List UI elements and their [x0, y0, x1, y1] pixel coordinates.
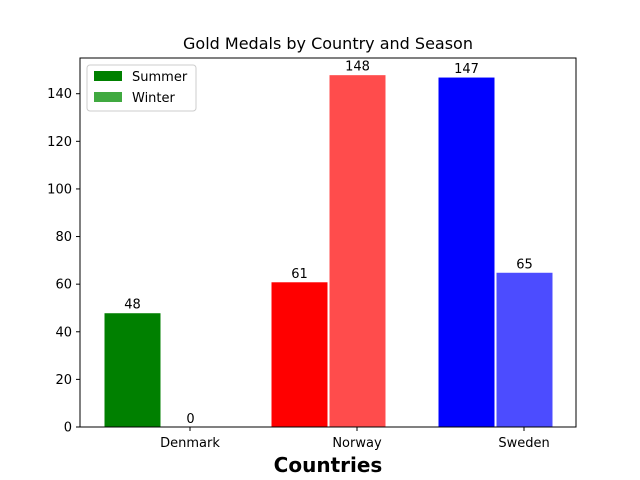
bar-winter-norway: [328, 74, 387, 428]
bar-summer-sweden: [437, 76, 496, 428]
y-tick-label-60: 60: [55, 278, 72, 293]
x-axis-title: Countries: [274, 453, 383, 477]
bar-winter-sweden: [495, 271, 554, 428]
legend-swatch-winter: [94, 92, 122, 102]
bars-group: [103, 74, 554, 428]
bar-value-label-summer-sweden: 147: [454, 62, 479, 77]
y-tick-label-0: 0: [64, 421, 72, 436]
legend-label-summer: Summer: [132, 70, 188, 85]
y-tick-label-120: 120: [47, 135, 72, 150]
bar-value-label-summer-denmark: 48: [124, 298, 141, 313]
y-tick-label-20: 20: [55, 373, 72, 388]
legend-label-winter: Winter: [132, 91, 176, 106]
bar-labels-group: 48 0 61 148 147 65: [124, 60, 533, 427]
y-tick-label-100: 100: [47, 182, 72, 197]
bar-value-label-winter-norway: 148: [345, 60, 370, 75]
legend-swatch-summer: [94, 71, 122, 81]
x-tick-label-norway: Norway: [332, 436, 382, 451]
y-axis: 0 20 40 60 80 100 120 140: [47, 87, 80, 436]
x-tick-label-denmark: Denmark: [160, 436, 220, 451]
chart-title: Gold Medals by Country and Season: [183, 34, 473, 53]
y-tick-label-40: 40: [55, 325, 72, 340]
y-tick-label-140: 140: [47, 87, 72, 102]
legend: Summer Winter: [86, 64, 197, 112]
y-tick-label-80: 80: [55, 230, 72, 245]
bar-value-label-winter-sweden: 65: [516, 257, 533, 272]
bar-value-label-summer-norway: 61: [291, 267, 308, 282]
bar-value-label-winter-denmark: 0: [186, 412, 194, 427]
plot-frame: [79, 57, 577, 428]
x-axis: Denmark Norway Sweden: [160, 427, 550, 451]
bar-summer-norway: [270, 281, 329, 428]
x-tick-label-sweden: Sweden: [498, 436, 549, 451]
bar-summer-denmark: [103, 312, 162, 428]
